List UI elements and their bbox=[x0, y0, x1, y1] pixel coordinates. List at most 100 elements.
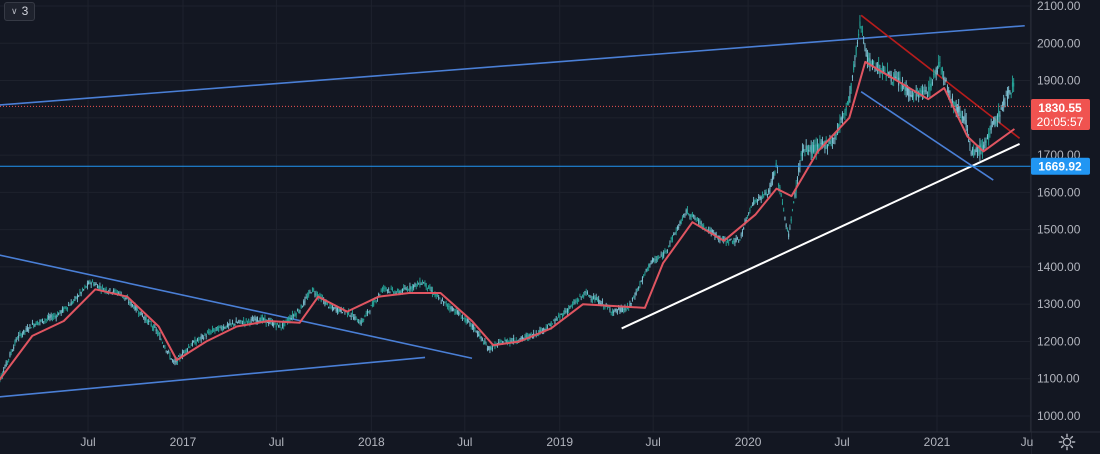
level-badge[interactable]: 1669.92 bbox=[1031, 157, 1090, 175]
candle-body bbox=[391, 288, 393, 291]
candle-body bbox=[965, 120, 967, 128]
candle-body bbox=[258, 320, 260, 322]
candle-body bbox=[511, 341, 513, 342]
candle-body bbox=[488, 346, 490, 351]
candle-body bbox=[473, 325, 475, 330]
candle-body bbox=[993, 119, 995, 124]
candle-body bbox=[471, 325, 473, 328]
time-tick-label: 2017 bbox=[170, 435, 197, 449]
legend-collapse-button[interactable]: ∨ 3 bbox=[4, 2, 36, 21]
time-axis-panel[interactable] bbox=[0, 432, 1031, 454]
candle-body bbox=[735, 238, 737, 242]
candle-body bbox=[23, 329, 25, 334]
candle-body bbox=[980, 143, 982, 149]
candle-body bbox=[454, 312, 456, 313]
candle-body bbox=[444, 301, 446, 303]
candle-body bbox=[446, 303, 448, 307]
candle-body bbox=[308, 292, 310, 296]
candle-body bbox=[218, 327, 220, 332]
candle-body bbox=[563, 312, 565, 316]
price-tick-label: 1900.00 bbox=[1037, 74, 1081, 88]
trendlines[interactable] bbox=[0, 0, 1025, 398]
candle-body bbox=[701, 225, 703, 228]
candle-body bbox=[83, 289, 85, 291]
candle-body bbox=[89, 280, 91, 284]
candle-body bbox=[390, 288, 392, 290]
candle-body bbox=[966, 129, 968, 130]
candle-body bbox=[381, 287, 383, 292]
candle-body bbox=[499, 341, 501, 342]
candle-body bbox=[619, 308, 621, 312]
candle-body bbox=[331, 305, 333, 308]
candle-body bbox=[413, 284, 415, 289]
candle-body bbox=[865, 49, 867, 57]
horizontal-levels[interactable] bbox=[0, 105, 1031, 167]
candle-body bbox=[1009, 91, 1011, 94]
candle-body bbox=[918, 92, 920, 98]
candle-body bbox=[773, 172, 775, 179]
candle-body bbox=[931, 82, 933, 85]
candle-body bbox=[860, 26, 862, 29]
candle-body bbox=[859, 21, 861, 27]
price-tick-label: 1600.00 bbox=[1037, 185, 1081, 199]
candle-body bbox=[239, 320, 241, 322]
candle-body bbox=[78, 296, 80, 297]
candle-body bbox=[330, 307, 332, 308]
candle-body bbox=[456, 311, 458, 313]
candle-body bbox=[609, 308, 611, 311]
candle-body bbox=[129, 300, 131, 303]
candle-body bbox=[200, 335, 202, 340]
candle-body bbox=[573, 302, 575, 304]
trendline bbox=[0, 356, 426, 398]
candle-body bbox=[445, 303, 447, 306]
last-price-badge[interactable]: 1830.55 20:05:57 bbox=[1031, 99, 1090, 130]
candle-body bbox=[561, 313, 563, 317]
candle-body bbox=[981, 145, 983, 153]
candle-body bbox=[884, 67, 886, 74]
candle-body bbox=[520, 336, 522, 339]
candle-body bbox=[90, 282, 92, 285]
candle-body bbox=[76, 295, 78, 299]
candle-body bbox=[319, 294, 321, 297]
candle-body bbox=[646, 268, 648, 270]
candle-body bbox=[236, 322, 238, 324]
candle-body bbox=[411, 285, 413, 289]
candle-body bbox=[205, 336, 207, 337]
candle-body bbox=[896, 78, 898, 80]
candle-body bbox=[208, 331, 210, 334]
time-axis-labels: Jul 2017 Jul 2018 Jul 2019 Jul 2020 Jul 2021 Ju bbox=[80, 435, 1033, 449]
candle-body bbox=[631, 297, 633, 300]
candle-body bbox=[548, 323, 550, 325]
candle-body bbox=[99, 286, 101, 288]
candle-body bbox=[399, 292, 401, 294]
candle-body bbox=[565, 310, 567, 313]
candle-body bbox=[398, 290, 400, 294]
candle-body bbox=[591, 299, 593, 300]
candle-body bbox=[238, 321, 240, 323]
candle-body bbox=[863, 42, 865, 43]
trendline bbox=[860, 91, 994, 181]
candle-body bbox=[130, 302, 132, 306]
price-candles bbox=[0, 15, 1015, 383]
gear-icon[interactable] bbox=[1058, 433, 1076, 451]
candle-body bbox=[838, 124, 840, 131]
candle-body bbox=[149, 321, 151, 322]
candle-body bbox=[315, 292, 317, 296]
candle-body bbox=[944, 79, 946, 83]
candle-body bbox=[571, 304, 573, 305]
price-axis-panel[interactable] bbox=[1031, 0, 1100, 432]
candle-body bbox=[973, 149, 975, 157]
candle-body bbox=[190, 345, 192, 346]
candle-body bbox=[760, 197, 762, 200]
candle-body bbox=[761, 194, 763, 197]
candle-body bbox=[96, 285, 98, 289]
chart-grid bbox=[0, 0, 1031, 432]
candle-body bbox=[443, 301, 445, 305]
candle-body bbox=[468, 320, 470, 322]
candle-body bbox=[883, 70, 885, 72]
candle-body bbox=[66, 307, 68, 309]
candle-body bbox=[145, 317, 147, 321]
candle-body bbox=[116, 291, 118, 293]
moving-average-line bbox=[0, 60, 1015, 381]
